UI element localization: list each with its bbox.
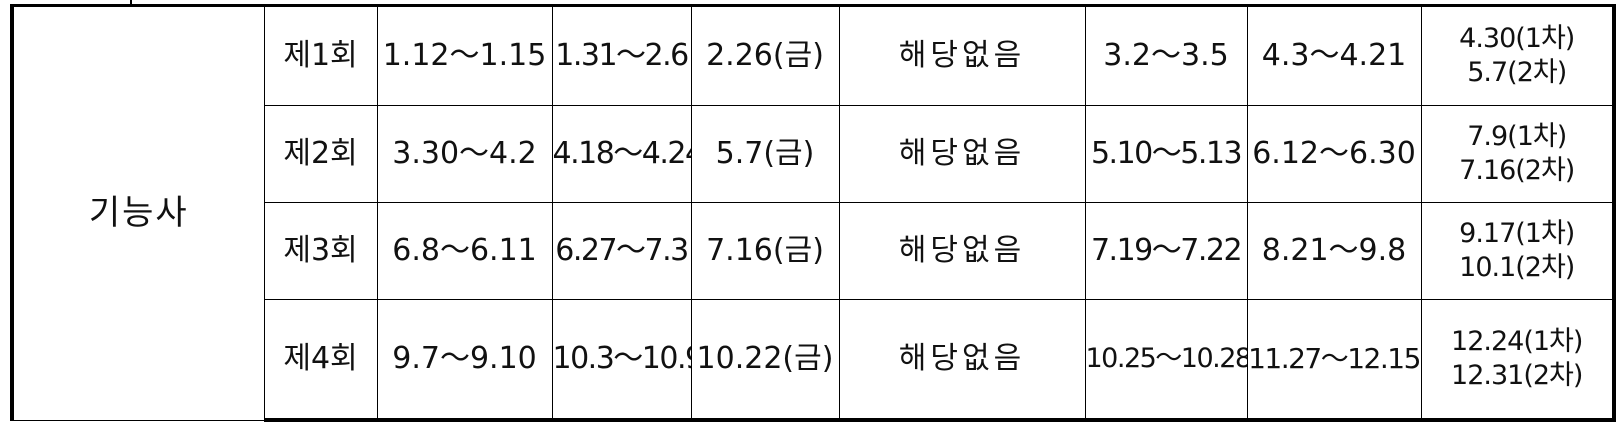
table-cell: 1.12～1.15 bbox=[376, 4, 553, 106]
table-cell: 7.19～7.22 bbox=[1084, 202, 1248, 300]
second-round-date: 7.16(2차) bbox=[1459, 155, 1575, 186]
table-cell: 4.18～4.24 bbox=[551, 105, 692, 203]
round-cell: 제3회 bbox=[263, 202, 378, 300]
table-cell: 10.3～10.9 bbox=[551, 299, 692, 422]
table-cell: 10.22(금) bbox=[690, 299, 840, 422]
first-round-date: 9.17(1차) bbox=[1459, 218, 1575, 249]
table-cell: 6.12～6.30 bbox=[1246, 105, 1422, 203]
table-cell: 2.26(금) bbox=[690, 4, 840, 106]
table-cell: 8.21～9.8 bbox=[1246, 202, 1422, 300]
round-cell: 제4회 bbox=[263, 299, 378, 422]
not-applicable-cell: 해당없음 bbox=[838, 202, 1086, 300]
not-applicable-cell: 해당없음 bbox=[838, 105, 1086, 203]
first-round-date: 4.30(1차) bbox=[1459, 23, 1575, 54]
table-row: 제4회 9.7～9.10 10.3～10.9 10.22(금) 해당없음 10.… bbox=[12, 299, 1616, 422]
two-line-cell: 7.9(1차) 7.16(2차) bbox=[1420, 105, 1616, 203]
second-round-date: 12.31(2차) bbox=[1451, 360, 1583, 391]
two-line-cell: 9.17(1차) 10.1(2차) bbox=[1420, 202, 1616, 300]
first-round-date: 12.24(1차) bbox=[1451, 326, 1583, 357]
exam-schedule-table: 기능사 제1회 1.12～1.15 1.31～2.6 2.26(금) 해당없음 … bbox=[10, 4, 1616, 422]
table-cell: 3.30～4.2 bbox=[376, 105, 553, 203]
second-round-date: 10.1(2차) bbox=[1459, 252, 1575, 283]
first-round-date: 7.9(1차) bbox=[1467, 121, 1567, 152]
table-cell: 5.7(금) bbox=[690, 105, 840, 203]
table-row: 기능사 제1회 1.12～1.15 1.31～2.6 2.26(금) 해당없음 … bbox=[10, 4, 1616, 421]
table-cell: 10.25～10.28 bbox=[1084, 299, 1248, 422]
table-row: 제2회 3.30～4.2 4.18～4.24 5.7(금) 해당없음 5.10～… bbox=[12, 105, 1616, 203]
table-cell: 6.27～7.3 bbox=[551, 202, 692, 300]
table-cell: 6.8～6.11 bbox=[376, 202, 553, 300]
table-cell: 7.16(금) bbox=[690, 202, 840, 300]
table-cell: 1.31～2.6 bbox=[551, 4, 692, 106]
round-cell: 제2회 bbox=[263, 105, 378, 203]
two-line-cell: 4.30(1차) 5.7(2차) bbox=[1420, 4, 1616, 106]
round-cell: 제1회 bbox=[263, 4, 378, 106]
second-round-date: 5.7(2차) bbox=[1467, 57, 1567, 88]
two-line-cell: 12.24(1차) 12.31(2차) bbox=[1420, 299, 1616, 422]
table-row: 제3회 6.8～6.11 6.27～7.3 7.16(금) 해당없음 7.19～… bbox=[12, 202, 1616, 300]
table-cell: 9.7～9.10 bbox=[376, 299, 553, 422]
not-applicable-cell: 해당없음 bbox=[838, 4, 1086, 106]
table-cell: 5.10～5.13 bbox=[1084, 105, 1248, 203]
table-cell: 11.27～12.15 bbox=[1246, 299, 1422, 422]
category-cell: 기능사 bbox=[10, 4, 265, 421]
table-cell: 3.2～3.5 bbox=[1084, 4, 1248, 106]
not-applicable-cell: 해당없음 bbox=[838, 299, 1086, 422]
top-divider-stub bbox=[130, 0, 132, 6]
exam-schedule-page: 기능사 제1회 1.12～1.15 1.31～2.6 2.26(금) 해당없음 … bbox=[10, 0, 1616, 425]
table-cell: 4.3～4.21 bbox=[1246, 4, 1422, 106]
